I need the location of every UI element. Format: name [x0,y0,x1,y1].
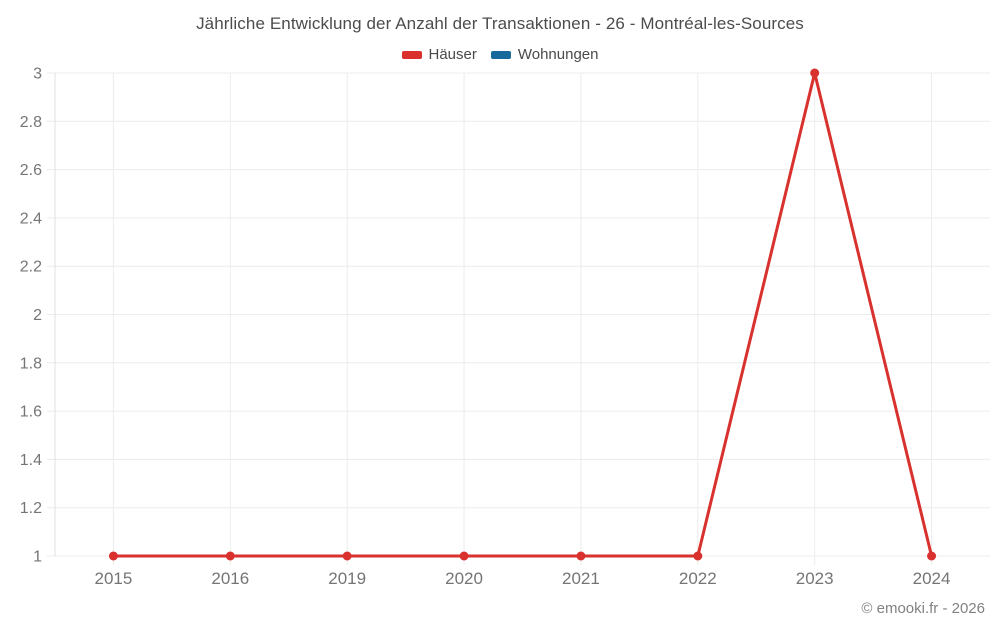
x-tick-label: 2020 [445,569,483,588]
x-tick-label: 2023 [796,569,834,588]
y-tick-label: 2 [33,307,42,324]
y-tick-label: 1.6 [20,404,42,421]
legend-label-haeuser: Häuser [428,46,477,63]
x-tick-label: 2015 [95,569,133,588]
y-tick-label: 1.8 [20,355,42,372]
data-point[interactable] [810,68,820,78]
y-tick-label: 1 [33,549,42,566]
y-tick-label: 2.2 [20,259,42,276]
data-point[interactable] [342,551,352,561]
chart-legend: Häuser Wohnungen [0,46,1000,63]
x-tick-label: 2024 [913,569,951,588]
data-point[interactable] [225,551,235,561]
series-line-häuser [113,71,934,558]
x-tick-label: 2016 [211,569,249,588]
legend-label-wohnungen: Wohnungen [517,46,599,63]
data-point[interactable] [927,551,937,561]
y-tick-label: 2.8 [20,114,42,131]
copyright-credit: © emooki.fr - 2026 [861,600,985,617]
y-tick-label: 3 [33,66,42,83]
y-tick-label: 1.2 [20,500,42,517]
legend-item-haeuser[interactable]: Häuser [401,46,477,63]
chart-title: Jährliche Entwicklung der Anzahl der Tra… [196,14,804,33]
data-point[interactable] [576,551,586,561]
data-point[interactable] [459,551,469,561]
haeuser-swatch-icon [401,50,422,59]
wohnungen-swatch-icon [490,50,511,59]
data-point[interactable] [693,551,703,561]
legend-item-wohnungen[interactable]: Wohnungen [490,46,599,63]
x-tick-label: 2019 [328,569,366,588]
y-tick-label: 1.4 [20,452,42,469]
y-tick-label: 2.4 [20,210,42,227]
x-tick-label: 2022 [679,569,717,588]
data-point[interactable] [108,551,118,561]
y-tick-label: 2.6 [20,162,42,179]
x-tick-label: 2021 [562,569,600,588]
